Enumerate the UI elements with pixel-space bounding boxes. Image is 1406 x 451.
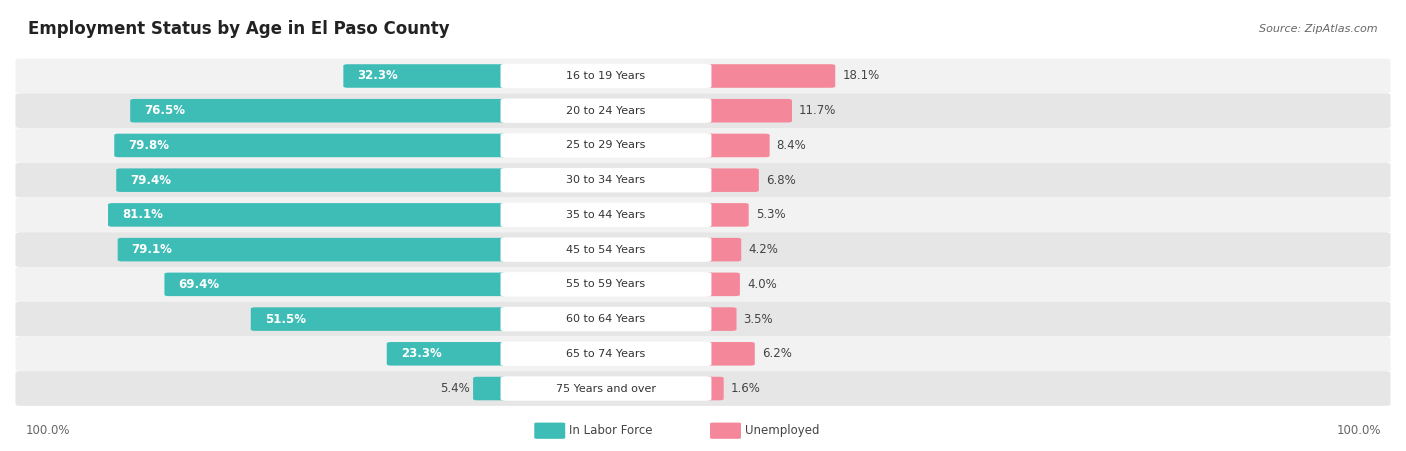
- FancyBboxPatch shape: [165, 272, 508, 296]
- Text: 5.3%: 5.3%: [755, 208, 786, 221]
- FancyBboxPatch shape: [15, 336, 1391, 371]
- FancyBboxPatch shape: [704, 99, 792, 123]
- Text: 4.2%: 4.2%: [748, 243, 778, 256]
- FancyBboxPatch shape: [501, 376, 711, 401]
- Text: Source: ZipAtlas.com: Source: ZipAtlas.com: [1260, 24, 1378, 34]
- FancyBboxPatch shape: [15, 59, 1391, 93]
- Text: 45 to 54 Years: 45 to 54 Years: [567, 244, 645, 255]
- Text: 6.2%: 6.2%: [762, 347, 792, 360]
- FancyBboxPatch shape: [15, 302, 1391, 336]
- Text: 76.5%: 76.5%: [145, 104, 186, 117]
- Text: 79.8%: 79.8%: [128, 139, 169, 152]
- Text: 1.6%: 1.6%: [731, 382, 761, 395]
- Text: 100.0%: 100.0%: [1336, 424, 1381, 437]
- Text: 65 to 74 Years: 65 to 74 Years: [567, 349, 645, 359]
- Text: In Labor Force: In Labor Force: [569, 424, 652, 437]
- FancyBboxPatch shape: [704, 168, 759, 192]
- FancyBboxPatch shape: [704, 272, 740, 296]
- FancyBboxPatch shape: [710, 423, 741, 439]
- Text: 100.0%: 100.0%: [25, 424, 70, 437]
- Text: Unemployed: Unemployed: [745, 424, 820, 437]
- FancyBboxPatch shape: [534, 423, 565, 439]
- Text: 60 to 64 Years: 60 to 64 Years: [567, 314, 645, 324]
- FancyBboxPatch shape: [472, 377, 508, 400]
- FancyBboxPatch shape: [704, 238, 741, 262]
- FancyBboxPatch shape: [108, 203, 508, 227]
- Text: 30 to 34 Years: 30 to 34 Years: [567, 175, 645, 185]
- FancyBboxPatch shape: [501, 64, 711, 88]
- FancyBboxPatch shape: [704, 64, 835, 88]
- Text: 16 to 19 Years: 16 to 19 Years: [567, 71, 645, 81]
- FancyBboxPatch shape: [15, 198, 1391, 232]
- Text: 32.3%: 32.3%: [357, 69, 398, 83]
- FancyBboxPatch shape: [501, 98, 711, 123]
- FancyBboxPatch shape: [501, 202, 711, 227]
- FancyBboxPatch shape: [501, 341, 711, 366]
- FancyBboxPatch shape: [501, 307, 711, 331]
- FancyBboxPatch shape: [15, 267, 1391, 302]
- Text: 20 to 24 Years: 20 to 24 Years: [567, 106, 645, 116]
- FancyBboxPatch shape: [131, 99, 508, 123]
- FancyBboxPatch shape: [704, 203, 748, 227]
- FancyBboxPatch shape: [250, 307, 508, 331]
- Text: 55 to 59 Years: 55 to 59 Years: [567, 279, 645, 290]
- Text: 81.1%: 81.1%: [122, 208, 163, 221]
- FancyBboxPatch shape: [501, 272, 711, 297]
- Text: 5.4%: 5.4%: [440, 382, 470, 395]
- FancyBboxPatch shape: [704, 342, 755, 366]
- Text: 75 Years and over: 75 Years and over: [555, 383, 657, 394]
- FancyBboxPatch shape: [117, 168, 508, 192]
- Text: 11.7%: 11.7%: [799, 104, 837, 117]
- Text: 51.5%: 51.5%: [264, 313, 307, 326]
- FancyBboxPatch shape: [114, 133, 508, 157]
- Text: 79.4%: 79.4%: [131, 174, 172, 187]
- FancyBboxPatch shape: [501, 237, 711, 262]
- Text: Employment Status by Age in El Paso County: Employment Status by Age in El Paso Coun…: [28, 20, 450, 38]
- FancyBboxPatch shape: [704, 377, 724, 400]
- FancyBboxPatch shape: [118, 238, 508, 262]
- Text: 79.1%: 79.1%: [132, 243, 173, 256]
- FancyBboxPatch shape: [501, 168, 711, 193]
- FancyBboxPatch shape: [343, 64, 508, 88]
- FancyBboxPatch shape: [501, 133, 711, 158]
- Text: 35 to 44 Years: 35 to 44 Years: [567, 210, 645, 220]
- FancyBboxPatch shape: [15, 128, 1391, 163]
- Text: 8.4%: 8.4%: [776, 139, 807, 152]
- FancyBboxPatch shape: [15, 93, 1391, 128]
- Text: 6.8%: 6.8%: [766, 174, 796, 187]
- Text: 25 to 29 Years: 25 to 29 Years: [567, 140, 645, 151]
- Text: 23.3%: 23.3%: [401, 347, 441, 360]
- Text: 4.0%: 4.0%: [747, 278, 776, 291]
- Text: 3.5%: 3.5%: [744, 313, 773, 326]
- Text: 18.1%: 18.1%: [842, 69, 880, 83]
- FancyBboxPatch shape: [15, 163, 1391, 198]
- FancyBboxPatch shape: [15, 232, 1391, 267]
- FancyBboxPatch shape: [704, 133, 769, 157]
- Text: 69.4%: 69.4%: [179, 278, 219, 291]
- FancyBboxPatch shape: [704, 307, 737, 331]
- FancyBboxPatch shape: [387, 342, 508, 366]
- FancyBboxPatch shape: [15, 371, 1391, 406]
